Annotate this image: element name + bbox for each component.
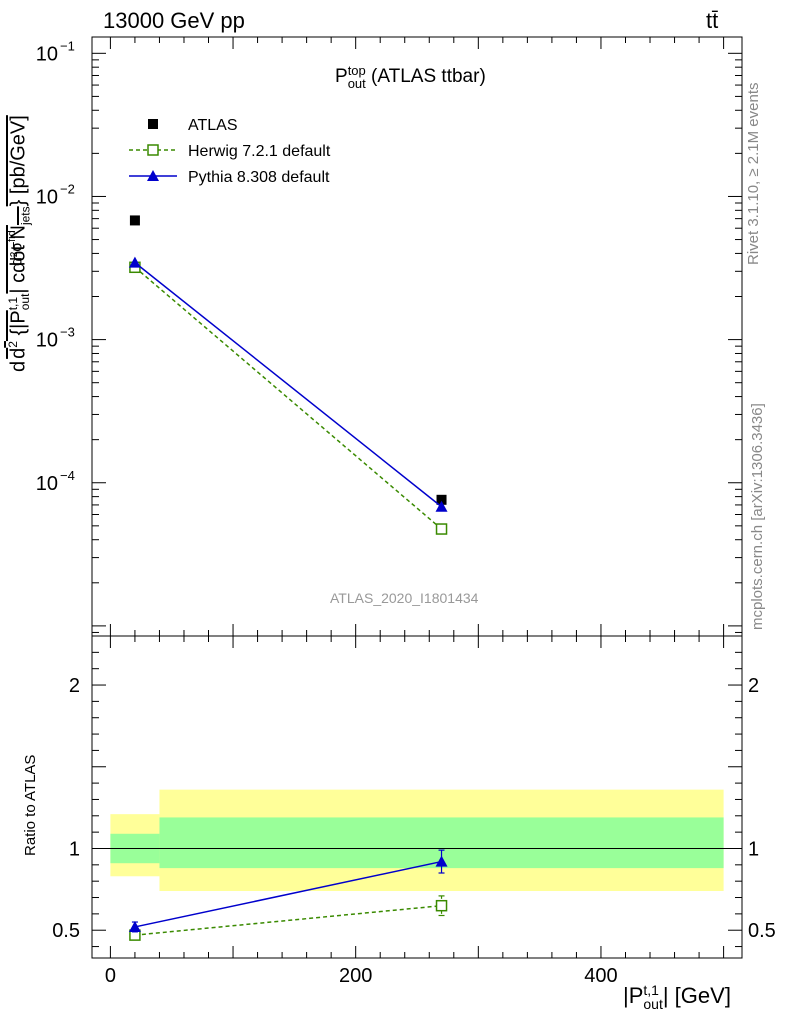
title-main: P: [335, 66, 348, 88]
y-tick-label-exponent: −2: [60, 181, 75, 196]
data-point-0-1: [436, 494, 447, 505]
title-sup: top: [347, 63, 366, 78]
data-point-2-0: [128, 256, 141, 268]
x-tick-label: 0: [105, 965, 116, 987]
rivet-version-label: Rivet 3.1.10, ≥ 2.1M events: [745, 82, 762, 266]
ratio-y-tick-label-right: 0.5: [748, 920, 776, 942]
legend-marker-0: [148, 119, 158, 129]
ratio-line-0: [134, 904, 442, 936]
data-point-0-0: [129, 215, 140, 226]
series-line-2: [134, 262, 442, 508]
y-tick-label-base: 10: [36, 473, 58, 495]
ratio-y-tick-label-right: 1: [748, 838, 759, 860]
x-tick-label: 200: [339, 965, 372, 987]
x-axis-label: |P t,1 out | [GeV]: [623, 982, 731, 1013]
ratio-y-tick-label-left: 1: [69, 838, 80, 860]
ratio-y-tick-label-left: 0.5: [52, 920, 80, 942]
y-tick-label-exponent: −4: [60, 468, 75, 483]
legend-label-0: ATLAS: [188, 117, 238, 134]
x-tick-label: 400: [584, 965, 617, 987]
ratio-point-1-0: [128, 920, 141, 932]
y-axis-label-numerator: d²σfid: [6, 230, 26, 266]
title-rest: (ATLAS ttbar): [365, 66, 486, 88]
y-tick-label-exponent: −3: [60, 325, 75, 340]
title-sub: out: [347, 76, 366, 91]
ratio-frame: [91, 635, 743, 959]
legend-label-2: Pythia 8.308 default: [188, 169, 330, 186]
analysis-watermark: ATLAS_2020_I1801434: [330, 590, 479, 606]
y-tick-label-exponent: −1: [60, 38, 75, 53]
mcplots-label: mcplots.cern.ch [arXiv:1306.3436]: [749, 403, 766, 630]
ratio-line-1: [134, 860, 442, 928]
data-point-1-1: [435, 523, 448, 535]
process-label: tt̄: [706, 8, 719, 33]
y-tick-label-base: 10: [36, 186, 58, 208]
y-tick-label-base: 10: [36, 330, 58, 352]
y-tick-label-base: 10: [36, 43, 58, 65]
legend-marker-2: [147, 170, 159, 181]
ratio-y-tick-label-left: 2: [69, 675, 80, 697]
ratio-point-0-1: [435, 899, 448, 912]
legend-label-1: Herwig 7.2.1 default: [188, 143, 331, 160]
ratio-y-tick-label-right: 2: [748, 675, 759, 697]
series-line-1: [134, 266, 443, 530]
legend-marker-1: [147, 144, 159, 156]
ratio-point-1-1: [435, 855, 448, 867]
ratio-y-axis-label: Ratio to ATLAS: [22, 754, 39, 856]
data-point-2-1: [435, 500, 448, 512]
energy-label: 13000 GeV pp: [103, 8, 245, 33]
